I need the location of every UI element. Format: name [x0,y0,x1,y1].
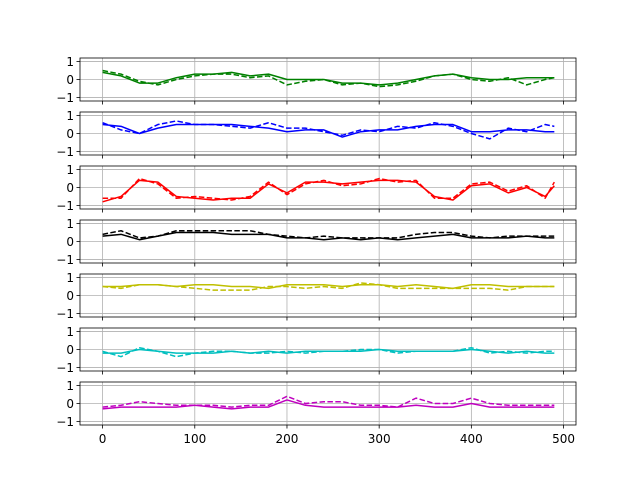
y-tick-label: 1 [66,271,74,285]
y-tick-label: 1 [66,163,74,177]
y-tick-label: 1 [66,217,74,231]
series-line-dashed [102,69,555,88]
x-tick-label: 0 [99,432,107,446]
subplot-stack: 1 0 −1 1 0 −1 1 0 −1 1 0 −1 1 0 −1 1 0 −1 1 0 −1 0 100 200 300 40… [56,55,577,446]
y-tick-label: 1 [66,55,74,69]
series-line-solid [102,399,555,410]
series-line-dashed [102,346,555,358]
y-tick-label: −1 [56,199,74,213]
series-line-dashed [102,230,555,239]
axes-frame [79,273,577,318]
series-line-solid [102,284,555,290]
y-tick-label: 1 [66,109,74,123]
y-tick-label: −1 [56,145,74,159]
subplot-4: 1 0 −1 [56,217,577,267]
y-tick-label: −1 [56,307,74,321]
axes-frame [79,57,577,102]
y-tick-label: 0 [66,289,74,303]
x-tick-label: 100 [183,432,206,446]
axes-frame [79,111,577,156]
subplot-7: 1 0 −1 0 100 200 300 400 500 [56,379,577,446]
y-tick-label: −1 [56,361,74,375]
subplot-1: 1 0 −1 [56,55,577,105]
x-tick-label: 200 [276,432,299,446]
series-line-dashed [102,282,555,291]
y-tick-label: −1 [56,91,74,105]
series-line-dashed [102,120,555,140]
y-tick-label: 0 [66,181,74,195]
axes-frame [79,219,577,264]
x-tick-label: 500 [552,432,575,446]
axes-frame [79,327,577,372]
subplot-5: 1 0 −1 [56,271,577,321]
subplot-2: 1 0 −1 [56,109,577,159]
y-tick-label: 0 [66,73,74,87]
x-tick-label: 300 [368,432,391,446]
series-line-dashed [102,177,555,201]
y-tick-label: 0 [66,397,74,411]
y-tick-label: 0 [66,343,74,357]
y-tick-label: 0 [66,127,74,141]
axes-frame [79,165,577,210]
y-tick-label: −1 [56,253,74,267]
y-tick-label: 1 [66,325,74,339]
series-line-solid [102,71,555,86]
y-tick-label: −1 [56,415,74,429]
axes-frame [79,381,577,426]
subplot-6: 1 0 −1 [56,325,577,375]
series-line-solid [102,348,555,354]
y-tick-label: 0 [66,235,74,249]
subplot-3: 1 0 −1 [56,163,577,213]
y-tick-label: 1 [66,379,74,393]
x-tick-label: 400 [460,432,483,446]
